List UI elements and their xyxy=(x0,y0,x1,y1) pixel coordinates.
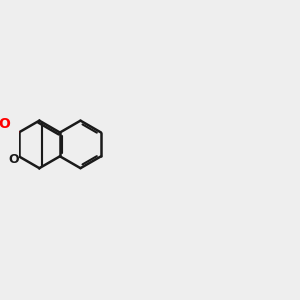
Text: O: O xyxy=(0,117,10,131)
Text: O: O xyxy=(9,153,19,166)
